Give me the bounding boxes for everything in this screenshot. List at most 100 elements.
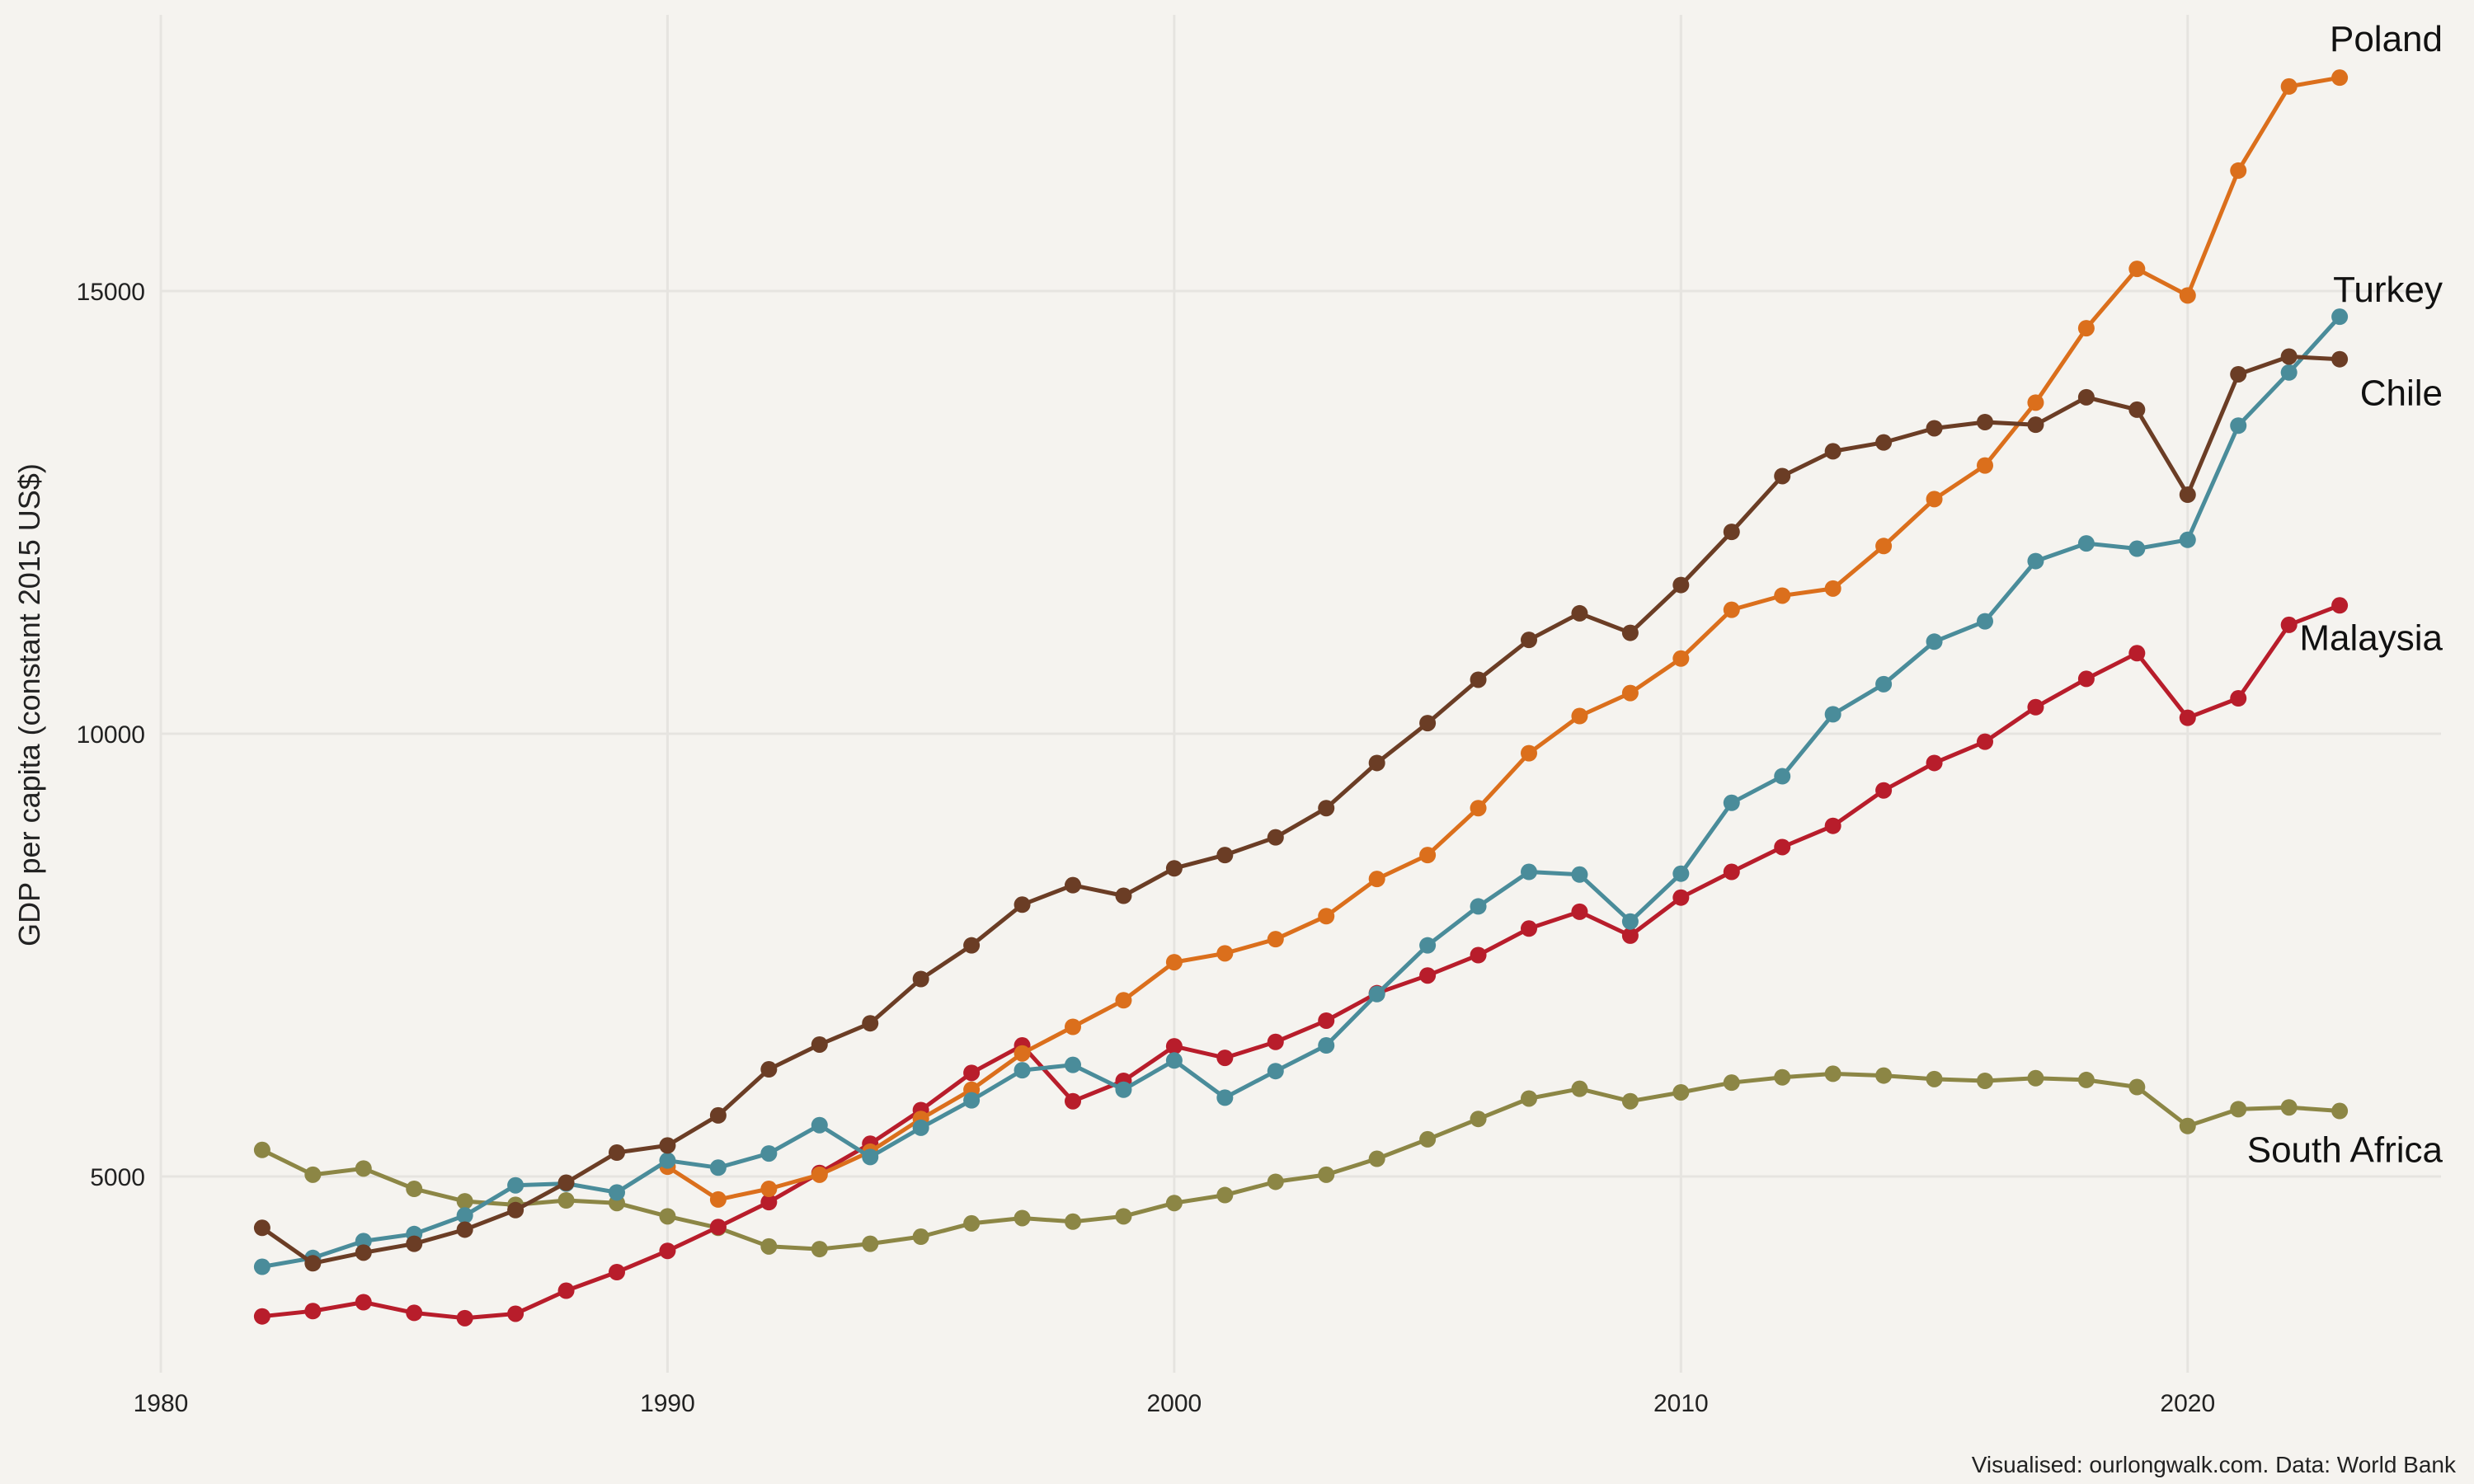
- point-malaysia-2008: [1571, 903, 1588, 920]
- y-tick-label-10000: 10000: [77, 721, 145, 749]
- point-south-africa-1984: [355, 1160, 372, 1177]
- point-poland-2000: [1165, 954, 1183, 971]
- y-tick-label-15000: 15000: [77, 279, 145, 306]
- point-malaysia-1988: [557, 1282, 575, 1299]
- point-poland-2014: [1875, 538, 1893, 555]
- point-malaysia-2005: [1419, 967, 1437, 984]
- point-turkey-1993: [811, 1116, 828, 1134]
- point-poland-2007: [1521, 744, 1537, 762]
- point-chile-2008: [1571, 604, 1588, 622]
- point-malaysia-1983: [304, 1303, 322, 1320]
- point-south-africa-1986: [456, 1193, 473, 1210]
- point-turkey-1992: [760, 1145, 778, 1162]
- point-chile-2017: [2027, 416, 2044, 434]
- point-malaysia-2022: [2280, 616, 2298, 633]
- point-south-africa-2017: [2027, 1069, 2044, 1087]
- point-poland-2013: [1824, 580, 1841, 597]
- point-poland-2005: [1419, 847, 1437, 864]
- point-south-africa-1995: [912, 1228, 929, 1246]
- series-line-malaysia: [260, 603, 2342, 1321]
- point-poland-2021: [2230, 162, 2247, 179]
- point-south-africa-2000: [1165, 1195, 1183, 1212]
- point-chile-2018: [2077, 388, 2095, 406]
- point-south-africa-2005: [1419, 1130, 1437, 1148]
- series-line-turkey: [260, 314, 2342, 1269]
- point-malaysia-2006: [1470, 946, 1487, 964]
- point-south-africa-2021: [2230, 1101, 2247, 1118]
- axis-tick-labels: 1980 1990 2000 2010 2020 5000 10000 15000: [77, 279, 2216, 1417]
- point-chile-1985: [406, 1235, 423, 1252]
- point-south-africa-1983: [304, 1166, 322, 1183]
- point-turkey-1990: [659, 1152, 676, 1169]
- point-malaysia-2020: [2179, 709, 2196, 726]
- point-turkey-1995: [912, 1119, 929, 1136]
- point-malaysia-2013: [1824, 817, 1841, 834]
- x-tick-label-1980: 1980: [134, 1390, 189, 1417]
- point-poland-2015: [1926, 491, 1943, 508]
- point-chile-1986: [456, 1221, 473, 1238]
- point-south-africa-2009: [1621, 1092, 1639, 1110]
- point-poland-2002: [1267, 931, 1284, 948]
- point-chile-1999: [1115, 887, 1132, 904]
- point-turkey-1989: [609, 1184, 625, 1201]
- point-south-africa-1985: [406, 1181, 423, 1198]
- x-tick-label-1990: 1990: [640, 1390, 695, 1417]
- point-south-africa-1982: [253, 1141, 270, 1158]
- point-turkey-2007: [1521, 863, 1537, 881]
- point-malaysia-2000: [1165, 1038, 1183, 1055]
- point-chile-2006: [1470, 671, 1487, 688]
- series-label-turkey: Turkey: [2333, 270, 2443, 310]
- point-poland-2004: [1368, 871, 1385, 888]
- point-poland-2012: [1774, 587, 1791, 604]
- point-chile-1984: [355, 1244, 372, 1261]
- point-malaysia-2011: [1723, 863, 1740, 881]
- point-chile-2016: [1977, 413, 1993, 430]
- point-malaysia-2018: [2077, 670, 2095, 688]
- point-chile-2022: [2280, 348, 2298, 365]
- point-chile-2000: [1165, 860, 1183, 877]
- point-poland-1997: [1014, 1045, 1031, 1062]
- point-chile-1989: [609, 1144, 625, 1162]
- point-malaysia-1991: [709, 1219, 727, 1236]
- point-turkey-2018: [2077, 535, 2095, 552]
- point-chile-1991: [709, 1106, 727, 1124]
- point-poland-2022: [2280, 77, 2298, 95]
- series-line-chile: [260, 355, 2342, 1266]
- point-turkey-2021: [2230, 417, 2247, 434]
- point-south-africa-1990: [659, 1208, 676, 1225]
- point-poland-1991: [709, 1190, 727, 1208]
- x-tick-label-2020: 2020: [2160, 1390, 2215, 1417]
- point-malaysia-2014: [1875, 782, 1893, 799]
- point-chile-1990: [659, 1137, 676, 1154]
- point-chile-1998: [1065, 876, 1081, 894]
- point-poland-1992: [760, 1181, 778, 1198]
- point-chile-1993: [811, 1036, 828, 1053]
- point-turkey-2019: [2128, 540, 2146, 557]
- point-south-africa-2016: [1977, 1073, 1993, 1090]
- x-tick-label-2010: 2010: [1653, 1390, 1709, 1417]
- point-turkey-2011: [1723, 794, 1740, 811]
- point-south-africa-2018: [2077, 1071, 2095, 1088]
- point-south-africa-2006: [1470, 1111, 1487, 1128]
- point-south-africa-2003: [1318, 1166, 1335, 1183]
- point-poland-2018: [2077, 320, 2095, 337]
- point-malaysia-2021: [2230, 690, 2247, 707]
- x-tick-label-2000: 2000: [1147, 1390, 1202, 1417]
- point-chile-2023: [2331, 350, 2349, 368]
- point-malaysia-1998: [1065, 1092, 1081, 1110]
- point-malaysia-2016: [1977, 733, 1993, 750]
- point-south-africa-2015: [1926, 1070, 1943, 1087]
- point-south-africa-2001: [1216, 1186, 1234, 1204]
- point-south-africa-2012: [1774, 1068, 1791, 1086]
- point-south-africa-2022: [2280, 1099, 2298, 1116]
- point-chile-2013: [1824, 443, 1841, 460]
- point-malaysia-2002: [1267, 1033, 1284, 1050]
- point-malaysia-2015: [1926, 754, 1943, 772]
- point-chile-2012: [1774, 467, 1791, 485]
- point-south-africa-1996: [963, 1214, 981, 1232]
- point-chile-2014: [1875, 434, 1893, 451]
- series-label-poland: Poland: [2330, 19, 2443, 59]
- point-malaysia-2007: [1521, 920, 1537, 937]
- point-malaysia-2001: [1216, 1050, 1234, 1067]
